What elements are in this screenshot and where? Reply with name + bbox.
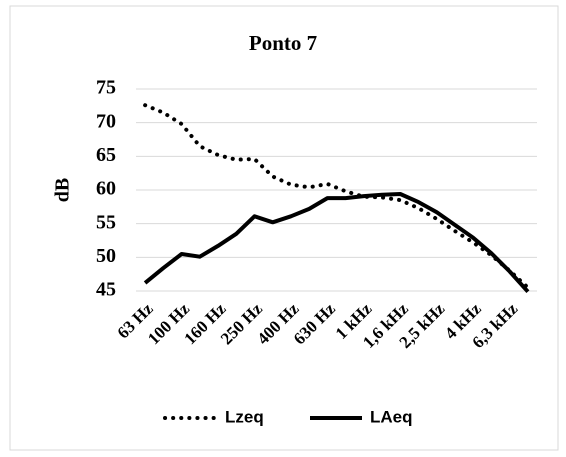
series-line [143, 192, 530, 294]
y-axis-label: dB [52, 178, 74, 202]
legend-label: Lzeq [225, 407, 264, 426]
y-tick-label: 55 [96, 211, 116, 233]
y-tick-label: 65 [96, 144, 116, 166]
y-tick-label: 50 [96, 245, 116, 267]
y-tick-label: 45 [96, 279, 116, 301]
chart-frame [9, 5, 559, 451]
series-line [143, 103, 530, 290]
legend-label: LAeq [370, 407, 413, 426]
y-tick-label: 60 [96, 178, 116, 200]
y-tick-label: 75 [96, 77, 116, 99]
chart-title: Ponto 7 [249, 31, 317, 55]
y-tick-label: 70 [96, 110, 116, 132]
